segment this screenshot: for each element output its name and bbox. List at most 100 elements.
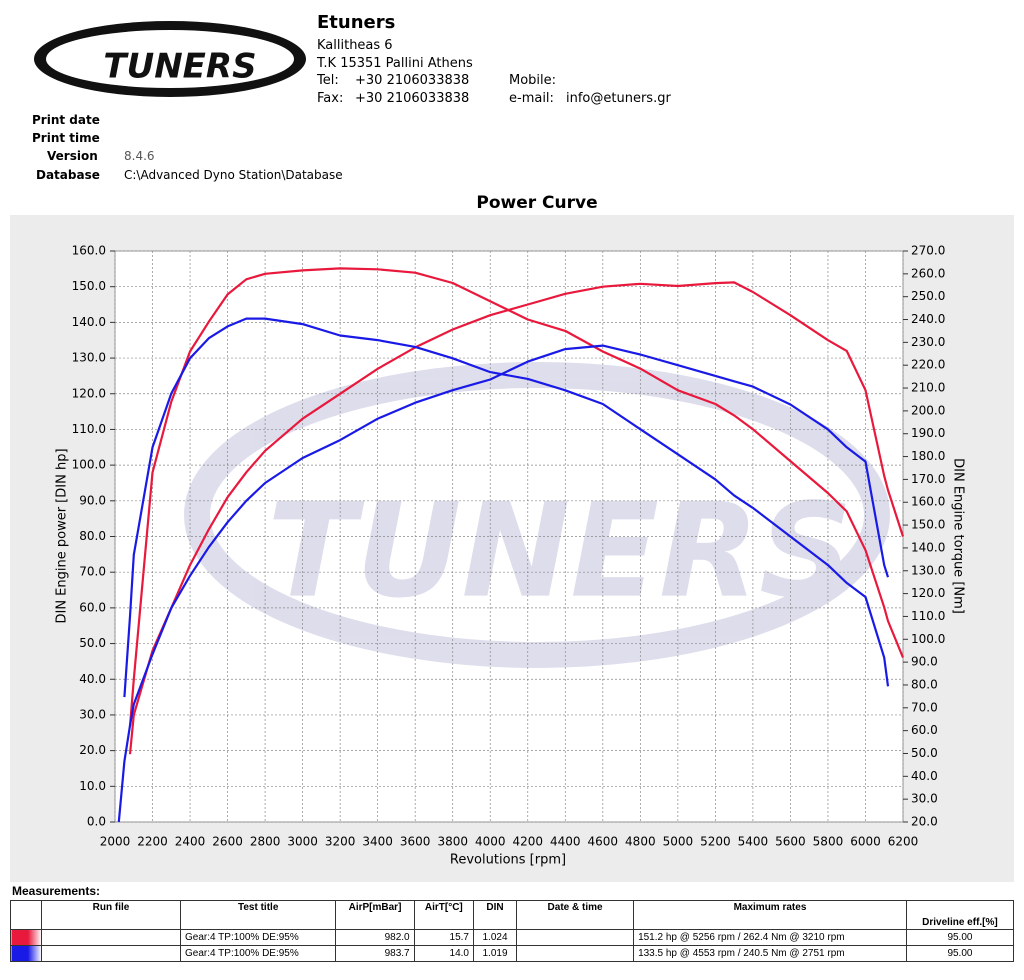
x-tick-label: 5800 (813, 835, 844, 849)
header-cell: Run file (41, 900, 181, 930)
label: Mobile: (509, 73, 557, 88)
cell (516, 945, 635, 962)
x-axis-label: Revolutions [rpm] (450, 853, 566, 868)
x-tick-label: 2200 (137, 835, 168, 849)
table: Run file Test title AirP[mBar] AirT[°C] … (10, 900, 1015, 962)
header-cell: AirP[mBar] (335, 900, 415, 930)
y2-tick-label: 50.0 (911, 746, 938, 760)
y-tick-label: 30.0 (79, 707, 106, 721)
phone: +30 2106033838 (355, 73, 470, 88)
x-tick-label: 4600 (588, 835, 619, 849)
y-tick-label: 130.0 (72, 351, 106, 365)
address: T.K 15351 Pallini Athens (317, 56, 473, 71)
y2-tick-label: 100.0 (911, 632, 945, 646)
logo: TUNERS (34, 21, 306, 97)
y-tick-label: 160.0 (72, 244, 106, 258)
x-tick-label: 2600 (212, 835, 243, 849)
cell: 151.2 hp @ 5256 rpm / 262.4 Nm @ 3210 rp… (633, 929, 907, 946)
y-tick-label: 80.0 (79, 529, 106, 543)
y-tick-label: 10.0 (79, 779, 106, 793)
y2-tick-label: 140.0 (911, 540, 945, 554)
y-tick-label: 70.0 (79, 565, 106, 579)
y2-axis-label: DIN Engine torque [Nm] (951, 458, 966, 614)
x-tick-label: 3200 (325, 835, 356, 849)
label: Database (36, 168, 100, 182)
cell (41, 945, 181, 962)
label: Version (47, 149, 98, 163)
color-swatch (10, 929, 42, 946)
y2-tick-label: 90.0 (911, 655, 938, 669)
color-swatch (10, 945, 42, 962)
line (128, 281, 905, 755)
label: Print time (32, 131, 100, 145)
x-tick-label: 5000 (663, 835, 694, 849)
y-tick-label: 0.0 (87, 815, 106, 829)
y2-tick-label: 190.0 (911, 426, 945, 440)
y2-tick-label: 180.0 (911, 449, 945, 463)
y-axis-label: DIN Engine power [DIN hp] (55, 448, 70, 623)
header-cell (10, 900, 42, 930)
y2-tick-label: 40.0 (911, 769, 938, 783)
x-tick-label: 4800 (625, 835, 656, 849)
cell (41, 929, 181, 946)
y-tick-label: 100.0 (72, 458, 106, 472)
x-tick-label: 5400 (738, 835, 769, 849)
y2-tick-label: 70.0 (911, 700, 938, 714)
cell: 133.5 hp @ 4553 rpm / 240.5 Nm @ 2751 rp… (633, 945, 907, 962)
cell: 95.00 (905, 929, 1015, 946)
y2-tick-label: 240.0 (911, 312, 945, 326)
table-title: Measurements: (12, 884, 101, 898)
y2-tick-label: 170.0 (911, 472, 945, 486)
chart: Power Curve TUNERS Revolutions [rpm] DIN… (10, 193, 1014, 882)
x-tick-label: 4400 (550, 835, 581, 849)
x-tick-label: 2400 (175, 835, 206, 849)
header-row: Run file Test title AirP[mBar] AirT[°C] … (10, 900, 1015, 930)
cell: Gear:4 TP:100% DE:95% (179, 945, 337, 962)
cell: 1.024 (472, 929, 518, 946)
row: Gear:4 TP:100% DE:95% 983.7 14.0 1.019 1… (10, 945, 1015, 962)
y-tick-label: 50.0 (79, 636, 106, 650)
y-tick-label: 40.0 (79, 672, 106, 686)
x-tick-label: 6000 (850, 835, 881, 849)
y2-tick-label: 200.0 (911, 403, 945, 417)
x-tick-label: 3600 (400, 835, 431, 849)
x-tick-label: 6200 (888, 835, 919, 849)
y-tick-label: 140.0 (72, 315, 106, 329)
row: Gear:4 TP:100% DE:95% 982.0 15.7 1.024 1… (10, 929, 1015, 946)
x-tick-label: 4200 (512, 835, 543, 849)
y-tick-label: 90.0 (79, 493, 106, 507)
address: Kallitheas 6 (317, 38, 393, 53)
cell: 1.019 (472, 945, 518, 962)
label: Fax: (317, 91, 344, 106)
email: info@etuners.gr (566, 91, 671, 106)
cell: 14.0 (413, 945, 474, 962)
cell: Gear:4 TP:100% DE:95% (179, 929, 337, 946)
x-tick-label: 5600 (775, 835, 806, 849)
header-cell: DIN (472, 900, 518, 930)
y2-tick-label: 160.0 (911, 495, 945, 509)
logo-text: TUNERS (103, 47, 256, 87)
header-cell: AirT[°C] (413, 900, 474, 930)
header-cell: Maximum rates (633, 900, 907, 930)
y2-tick-label: 120.0 (911, 586, 945, 600)
chart-title: Power Curve (476, 193, 597, 213)
y2-tick-label: 20.0 (911, 815, 938, 829)
x-tick-label: 3800 (437, 835, 468, 849)
header-cell: Date & time (516, 900, 635, 930)
y-tick-label: 150.0 (72, 279, 106, 293)
y-tick-label: 120.0 (72, 386, 106, 400)
y2-tick-label: 230.0 (911, 335, 945, 349)
company: Etuners (317, 12, 396, 33)
x-tick-label: 2000 (100, 835, 131, 849)
line (123, 317, 890, 698)
header-cell: Test title (179, 900, 337, 930)
cell (516, 929, 635, 946)
y2-tick-label: 80.0 (911, 677, 938, 691)
x-tick-label: 3000 (287, 835, 318, 849)
x-tick-label: 2800 (250, 835, 281, 849)
label: Print date (32, 113, 100, 127)
y2-tick-label: 250.0 (911, 289, 945, 303)
cell: 982.0 (335, 929, 415, 946)
y2-tick-label: 270.0 (911, 244, 945, 258)
